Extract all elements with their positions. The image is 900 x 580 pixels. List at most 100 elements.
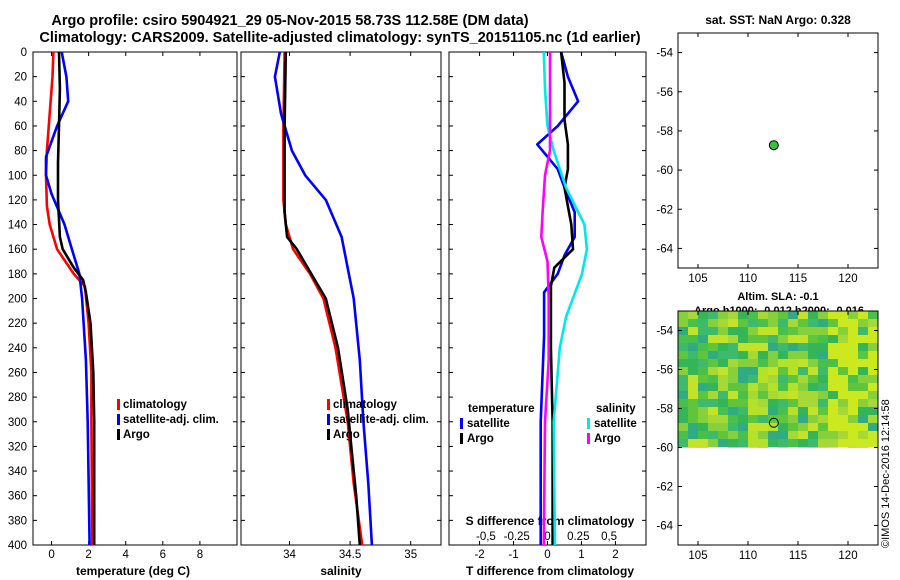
- sla-heatmap-cell: [778, 351, 788, 359]
- sla-heatmap-cell: [768, 439, 778, 447]
- temp-legend-label: Argo: [123, 429, 150, 441]
- sla-heatmap-cell: [838, 431, 848, 439]
- sla-heatmap-cell: [728, 423, 738, 431]
- depth-tick-label: 40: [14, 96, 27, 108]
- sla-heatmap-cell: [728, 311, 738, 319]
- sla-heatmap-cell: [778, 415, 788, 423]
- sla-heatmap-cell: [808, 439, 818, 447]
- sal-legend-label: satellite-adj. clim.: [333, 414, 429, 426]
- sla-heatmap-cell: [788, 343, 798, 351]
- sla-heatmap-cell: [678, 319, 688, 327]
- title-line-1: Argo profile: csiro 5904921_29 05-Nov-20…: [51, 13, 529, 29]
- sst-map-xtick-label: 110: [739, 273, 757, 285]
- sla-heatmap-cell: [698, 319, 708, 327]
- sst-map-xtick-label: 115: [789, 273, 807, 285]
- sla-heatmap-cell: [788, 335, 798, 343]
- sla-heatmap-cell: [758, 407, 768, 415]
- diff-xtick-top-label: -0.25: [504, 531, 530, 543]
- sla-heatmap-cell: [808, 351, 818, 359]
- sla-heatmap-cell: [778, 311, 788, 319]
- sla-heatmap-cell: [708, 439, 718, 447]
- difference-xlabel-top: S difference from climatology: [465, 514, 635, 528]
- sal-series-argo: [283, 51, 362, 546]
- sla-heatmap-cell: [758, 383, 768, 391]
- sla-heatmap-cell: [758, 447, 768, 448]
- sla-heatmap-cell: [858, 319, 868, 327]
- sla-heatmap-cell: [728, 327, 738, 335]
- sla-heatmap-cell: [698, 375, 708, 383]
- sla-map-ytick-label: -56: [656, 365, 673, 377]
- sla-heatmap-cell: [718, 311, 728, 319]
- sal-legend-swatch: [327, 429, 330, 440]
- depth-tick-label: 120: [8, 195, 27, 207]
- sla-heatmap-cell: [818, 343, 828, 351]
- sla-heatmap-cell: [808, 335, 818, 343]
- sla-heatmap-cell: [818, 431, 828, 439]
- sla-heatmap-cell: [678, 335, 688, 343]
- sla-heatmap-cell: [738, 383, 748, 391]
- sla-heatmap-cell: [718, 447, 728, 448]
- sla-heatmap-cell: [818, 383, 828, 391]
- sla-heatmap-cell: [818, 351, 828, 359]
- sla-heatmap-cell: [758, 423, 768, 431]
- sla-heatmap-cell: [698, 311, 708, 319]
- sla-heatmap-cell: [808, 359, 818, 367]
- sla-heatmap-cell: [798, 399, 808, 407]
- sla-heatmap-cell: [808, 327, 818, 335]
- sla-heatmap-cell: [758, 415, 768, 423]
- sla-heatmap-cell: [688, 359, 698, 367]
- diff-legend-temp-title: temperature: [468, 403, 534, 415]
- sla-heatmap-cell: [678, 415, 688, 423]
- sla-heatmap-cell: [768, 327, 778, 335]
- sla-heatmap-cell: [768, 399, 778, 407]
- sla-heatmap-cell: [758, 367, 768, 375]
- sla-heatmap-cell: [738, 439, 748, 447]
- sla-heatmap-cell: [858, 431, 868, 439]
- sla-heatmap-cell: [718, 431, 728, 439]
- sla-heatmap-cell: [818, 335, 828, 343]
- sst-map-xtick-label: 105: [688, 273, 707, 285]
- sla-map-xtick-label: 120: [838, 550, 857, 562]
- sla-heatmap-cell: [828, 343, 838, 351]
- sla-heatmap-cell: [868, 447, 878, 448]
- sla-heatmap-cell: [858, 423, 868, 431]
- sla-heatmap-cell: [708, 375, 718, 383]
- sla-heatmap-cell: [848, 407, 858, 415]
- sla-heatmap-cell: [698, 399, 708, 407]
- sal-xtick-label: 34: [283, 549, 296, 561]
- sla-heatmap-cell: [798, 367, 808, 375]
- sla-heatmap-cell: [808, 415, 818, 423]
- sla-heatmap-cell: [868, 335, 878, 343]
- sla-heatmap-cell: [848, 391, 858, 399]
- sla-heatmap-cell: [788, 375, 798, 383]
- sla-heatmap-cell: [748, 359, 758, 367]
- sla-heatmap-cell: [868, 327, 878, 335]
- sla-heatmap-cell: [678, 431, 688, 439]
- sla-heatmap-cell: [838, 407, 848, 415]
- sla-heatmap-cell: [718, 375, 728, 383]
- sla-heatmap-cell: [788, 423, 798, 431]
- sla-heatmap-cell: [728, 439, 738, 447]
- sla-heatmap-cell: [708, 447, 718, 448]
- sla-heatmap-cell: [738, 351, 748, 359]
- sla-heatmap-cell: [748, 415, 758, 423]
- sla-heatmap-cell: [828, 383, 838, 391]
- sla-heatmap-cell: [788, 439, 798, 447]
- sla-heatmap-cell: [828, 335, 838, 343]
- sla-heatmap-cell: [718, 367, 728, 375]
- sla-heatmap-cell: [838, 423, 848, 431]
- sla-heatmap-cell: [768, 367, 778, 375]
- sla-heatmap-cell: [718, 343, 728, 351]
- sla-heatmap-cell: [798, 407, 808, 415]
- sla-heatmap-cell: [818, 319, 828, 327]
- sla-heatmap-cell: [838, 383, 848, 391]
- sla-heatmap-cell: [778, 335, 788, 343]
- sla-heatmap-cell: [698, 431, 708, 439]
- sla-heatmap-cell: [748, 311, 758, 319]
- sla-heatmap-cell: [778, 359, 788, 367]
- sla-heatmap-cell: [808, 423, 818, 431]
- sla-heatmap-cell: [808, 383, 818, 391]
- sla-heatmap-cell: [848, 319, 858, 327]
- diff-legend-temp-label: Argo: [467, 433, 494, 445]
- sla-heatmap-cell: [828, 351, 838, 359]
